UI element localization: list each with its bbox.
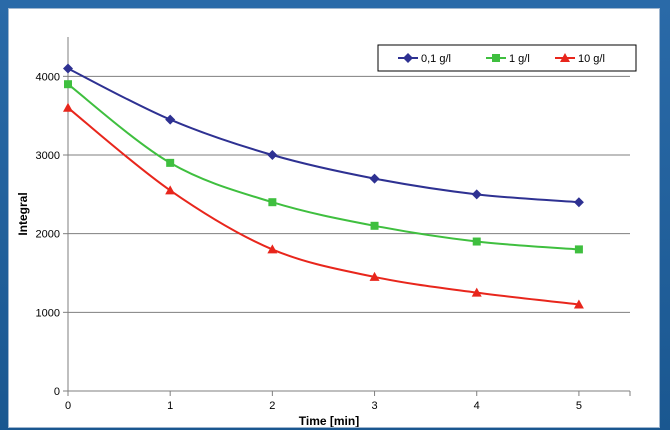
series-1-point-3: [370, 221, 379, 230]
series-1-point-0: [64, 80, 72, 89]
line-chart: 0 1000 2000 3000 4000 0 1 2 3 4 5 Time [min] Inte…: [16, 37, 637, 427]
series-0-point-1: [165, 114, 176, 125]
series-1: [64, 80, 583, 254]
series-2-point-0: [63, 102, 73, 112]
series-0-point-0: [63, 63, 73, 74]
y-tick-label-4: 4000: [36, 71, 60, 83]
legend-label-1: 1 g/l: [509, 53, 530, 65]
series-0: [63, 63, 584, 208]
series-2: [63, 102, 584, 309]
x-tick-labels: 0 1 2 3 4 5: [65, 391, 631, 412]
series-0-point-5: [573, 197, 584, 208]
series-2-point-2: [267, 244, 278, 254]
series-1-point-2: [268, 198, 277, 207]
series-2-point-3: [369, 271, 380, 281]
y-tick-label-1: 1000: [36, 307, 60, 319]
series-1-point-1: [166, 158, 175, 167]
grid-lines: [68, 75, 630, 313]
x-tick-label-0: 0: [65, 400, 71, 412]
series-line-2: [67, 107, 580, 306]
series-1-point-5: [574, 245, 583, 254]
legend-marker-1: [492, 54, 500, 62]
legend-label-0: 0,1 g/l: [421, 53, 451, 65]
legend-marker-2: [560, 53, 570, 62]
x-tick-label-2: 2: [269, 400, 275, 412]
legend-label-2: 10 g/l: [578, 53, 605, 65]
series-2-point-5: [573, 299, 584, 309]
series-0-point-3: [369, 173, 380, 184]
legend: 0,1 g/l 1 g/l 10 g/l: [377, 44, 637, 72]
chart-panel: 0 1000 2000 3000 4000 0 1 2 3 4 5 Time [min] Inte…: [8, 8, 660, 428]
y-axis-title: Integral: [16, 192, 30, 235]
legend-marker-0: [403, 53, 413, 63]
x-tick-label-5: 5: [576, 400, 582, 412]
y-tick-labels: 0 1000 2000 3000 4000: [36, 71, 68, 398]
series-1-point-4: [472, 237, 481, 246]
series-2-point-4: [471, 287, 482, 297]
legend-box: [377, 44, 637, 72]
series-group: [63, 63, 584, 309]
x-tick-label-1: 1: [167, 400, 173, 412]
series-line-0: [67, 67, 579, 204]
series-2-point-1: [165, 185, 176, 195]
x-tick-label-3: 3: [371, 400, 377, 412]
x-tick-label-4: 4: [474, 400, 480, 412]
y-tick-label-2: 2000: [36, 229, 60, 241]
y-tick-label-3: 3000: [36, 150, 60, 162]
series-0-point-4: [471, 189, 482, 200]
series-line-1: [67, 83, 579, 251]
axes: [67, 37, 630, 392]
y-tick-label-0: 0: [54, 386, 60, 398]
series-0-point-2: [267, 150, 278, 160]
x-axis-title: Time [min]: [299, 414, 359, 427]
